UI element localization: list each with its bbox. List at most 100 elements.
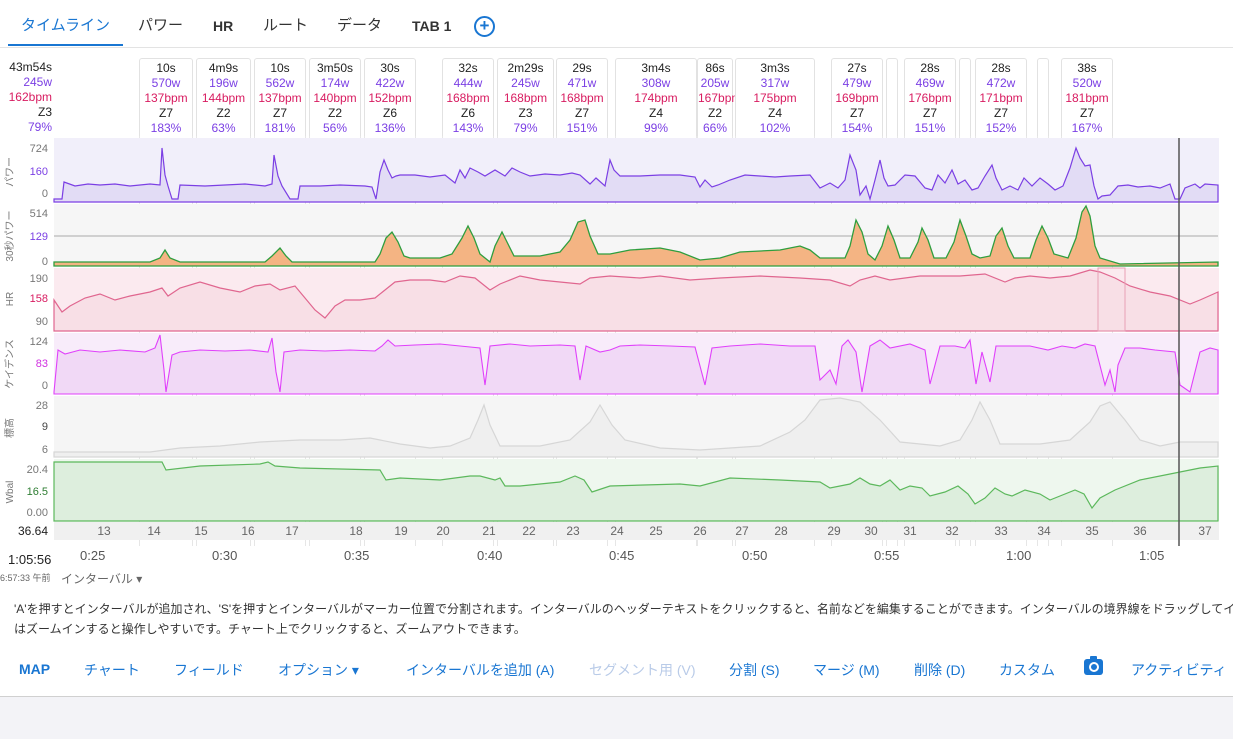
interval-pct: 136% [374,121,406,135]
interval-header[interactable]: 30s 422w 152bpm Z6 136% [364,58,416,136]
time-label: 0:45 [609,548,635,563]
segment-button[interactable]: セグメント用 (V) [589,662,696,678]
power30-tick-mid: 129 [30,231,48,243]
tab-custom-1[interactable]: TAB 1 [412,18,452,34]
interval-header[interactable]: 3m3s 317w 175bpm Z4 102% [735,58,815,136]
interval-pct: 167% [1071,121,1103,135]
interval-header[interactable] [886,58,898,136]
delete-button[interactable]: 削除 (D) [914,662,966,678]
interval-header[interactable]: 86s 205w 167bpm Z2 66% [697,58,742,136]
activity-button[interactable]: アクティビティ [1131,662,1227,678]
row-label-power30: 30秒パワー [3,210,16,261]
interval-header[interactable]: 28s 469w 176bpm Z7 151% [904,58,956,136]
help-line-2: はズームインすると操作しやすいです。チャート上でクリックすると、ズームアウトでき… [14,622,526,636]
interval-header[interactable]: 10s 562w 137bpm Z7 181% [254,58,306,136]
interval-header[interactable]: 3m4s 308w 174bpm Z4 99% [615,58,697,136]
distance-mark: 31 [903,524,917,538]
hr-tick-max: 190 [30,273,48,285]
hr-tick-min: 90 [36,316,48,328]
power-tick-max: 724 [30,143,48,155]
tab-power[interactable]: パワー [138,17,184,34]
hr-tick-mid: 158 [30,293,48,305]
tab-route[interactable]: ルート [263,17,309,34]
time-label: 0:50 [742,548,768,563]
time-label: 0:35 [344,548,370,563]
camera-icon[interactable] [1084,656,1103,675]
help-text: 'A'を押すとインターバルが追加され、'S'を押すとインターバルがマーカー位置で… [14,599,1233,639]
interval-zone: Z6 [382,106,397,120]
options-button[interactable]: オプション ▾ [278,660,359,680]
interval-duration: 28s [920,61,940,75]
summary-duration: 43m54s [9,60,52,74]
interval-power: 570w [151,76,181,90]
interval-hr: 181bpm [1065,91,1109,105]
distance-mark: 29 [827,524,841,538]
merge-button[interactable]: マージ (M) [813,662,880,678]
interval-power: 205w [700,76,730,90]
interval-header[interactable]: 27s 479w 169bpm Z7 154% [831,58,883,136]
interval-duration: 30s [380,61,400,75]
interval-hr: 140bpm [313,91,357,105]
interval-pct: 152% [985,121,1017,135]
interval-header[interactable]: 4m9s 196w 144bpm Z2 63% [196,58,251,136]
wbal-tick-max: 20.4 [27,464,48,476]
cadence-trace [53,334,1219,395]
interval-header[interactable]: 3m50s 174w 140bpm Z2 56% [309,58,361,136]
interval-header[interactable]: 29s 471w 168bpm Z7 151% [556,58,608,136]
chart-button[interactable]: チャート [84,662,140,678]
time-label: 0:30 [212,548,238,563]
interval-power: 245w [511,76,540,90]
power-trace [53,146,1219,203]
interval-zone: Z2 [216,106,231,120]
distance-mark: 32 [945,524,959,538]
interval-header[interactable]: 32s 444w 168bpm Z6 143% [442,58,494,136]
distance-mark: 19 [394,524,408,538]
interval-hr: 137bpm [258,91,302,105]
distance-mark: 33 [994,524,1008,538]
interval-select[interactable]: インターバル ▾ [61,570,142,587]
interval-pct: 181% [264,121,296,135]
interval-pct: 63% [211,121,236,135]
interval-header[interactable]: 2m29s 245w 168bpm Z3 79% [497,58,554,136]
distance-mark: 37 [1198,524,1212,538]
interval-duration: 10s [156,61,176,75]
distance-mark: 18 [349,524,363,538]
interval-power: 469w [915,76,945,90]
interval-pct: 183% [150,121,182,135]
altitude-tick-max: 28 [36,400,48,412]
time-label: 0:40 [477,548,503,563]
interval-duration: 3m50s [316,61,354,75]
split-button[interactable]: 分割 (S) [729,662,780,678]
interval-hr: 167bpm [698,91,742,105]
distance-mark: 35 [1085,524,1099,538]
timeline-charts[interactable]: パワー 30秒パワー HR ケイデンス 標高 Wbal 724 160 0 51… [0,136,1233,548]
altitude-tick-min: 6 [42,444,48,456]
interval-hr: 137bpm [144,91,188,105]
fields-button[interactable]: フィールド [174,662,244,678]
interval-header[interactable]: 38s 520w 181bpm Z7 167% [1061,58,1113,136]
interval-header[interactable] [959,58,971,136]
tab-data[interactable]: データ [337,17,383,34]
interval-pct: 143% [452,121,484,135]
row-label-altitude: 標高 [3,418,16,438]
add-interval-button[interactable]: インターバルを追加 (A) [406,662,555,678]
interval-power: 317w [760,76,790,90]
cadence-tick-mid: 83 [36,358,48,370]
interval-header[interactable]: 10s 570w 137bpm Z7 183% [139,58,193,136]
interval-zone: Z2 [707,106,722,120]
tab-hr[interactable]: HR [213,18,234,34]
add-tab-icon[interactable]: + [474,16,495,37]
help-line-1: 'A'を押すとインターバルが追加され、'S'を押すとインターバルがマーカー位置で… [14,602,1233,616]
custom-button[interactable]: カスタム [999,662,1055,678]
interval-pct: 66% [702,121,728,135]
row-label-hr: HR [5,292,16,306]
tab-timeline[interactable]: タイムライン [8,0,123,46]
map-button[interactable]: MAP [19,661,51,677]
tab-bar: タイムライン パワー HR ルート データ TAB 1 + [0,0,1233,48]
interval-header[interactable]: 28s 472w 171bpm Z7 152% [975,58,1027,136]
interval-header[interactable] [1037,58,1049,136]
interval-zone: Z7 [922,106,937,120]
overall-summary: 43m54s 245w 162bpm Z3 79% [0,60,52,135]
interval-hr: 174bpm [634,91,678,105]
interval-power: 174w [320,76,350,90]
